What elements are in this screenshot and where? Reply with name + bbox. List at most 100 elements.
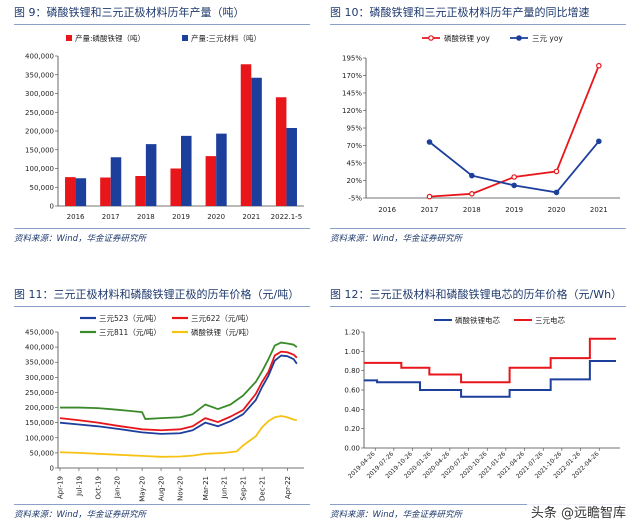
- y-tick-label: 0.60: [344, 387, 360, 395]
- title-divider: [14, 24, 310, 25]
- chart-panel-yoy: 图 10：磷酸铁锂和三元正极材料历年产量的同比增速 -5% 20% 45% 70% 95…: [330, 2, 626, 252]
- legend-label: 三元 yoy: [532, 34, 563, 43]
- watermark: 头条 @远瞻智库: [526, 501, 630, 522]
- chart-panel-production: 图 9：磷酸铁锂和三元正极材料历年产量（吨） 0 50,000 100,000 150…: [14, 2, 310, 252]
- point-ternary: [553, 189, 560, 196]
- chart-panel-cell-price: 图 12：三元正极材料和磷酸铁锂电芯的历年价格（元/Wh） 0.00 0.20 0.…: [330, 284, 626, 526]
- bar-lfp: [135, 176, 146, 206]
- y-tick-label: -5%: [348, 195, 362, 203]
- x-tick-label: May-20: [139, 476, 147, 502]
- x-tick-label: 2016: [67, 213, 85, 221]
- x-tick-label: 2016: [378, 206, 396, 214]
- source-note: 资料来源：Wind，华金证券研究所: [14, 510, 147, 520]
- y-tick-label: 95%: [346, 125, 362, 133]
- series-line-lfp: [59, 415, 298, 458]
- y-tick-label: 0.40: [344, 406, 360, 414]
- x-tick-label: 2020: [207, 213, 225, 221]
- point-lfp: [426, 193, 433, 200]
- y-tick-label: 120%: [342, 107, 362, 115]
- y-tick-label: 0.00: [344, 445, 360, 453]
- y-tick-label: 45%: [346, 160, 362, 168]
- y-tick-label: 300,000: [25, 90, 54, 98]
- x-tick-label: Mar-21: [202, 476, 210, 500]
- y-tick-label: 0.20: [344, 425, 360, 433]
- x-tick-label: Dec-21: [259, 476, 267, 501]
- x-tick-label: 2017: [421, 206, 439, 214]
- x-tick-label: Apr-22: [284, 476, 292, 499]
- point-ternary: [596, 138, 602, 145]
- series-line-lfp-cell: [364, 360, 616, 398]
- y-tick-label: 150,000: [25, 146, 54, 154]
- y-tick-label: 1.00: [344, 348, 360, 356]
- bar-lfp: [205, 156, 217, 206]
- legend-swatch: [66, 35, 72, 41]
- y-tick-label: 0: [50, 203, 54, 211]
- y-tick-label: 150,000: [25, 419, 54, 427]
- material-price-line-chart: 0 50,000 100,000 150,000 200,000 250,000 300,0…: [25, 313, 304, 502]
- x-tick-label: Nov-20: [177, 476, 185, 501]
- x-tick-label: Jul-19: [75, 476, 83, 497]
- legend-marker: [428, 35, 434, 41]
- y-tick-label: 70%: [346, 142, 362, 150]
- x-tick-label: Oct-19: [94, 476, 102, 500]
- source-note: 资料来源：Wind，华金证券研究所: [330, 510, 463, 520]
- y-tick-label: 250,000: [25, 109, 54, 117]
- bar-ternary: [251, 77, 262, 206]
- title-divider: [330, 306, 626, 307]
- x-tick-label: 2017: [102, 213, 120, 221]
- x-tick-label: 2018: [463, 206, 481, 214]
- y-tick-label: 100,000: [25, 165, 54, 173]
- legend-label: 产量:三元材料（吨）: [191, 33, 261, 43]
- y-tick-label: 200,000: [25, 404, 54, 412]
- y-tick-label: 1.20: [344, 329, 360, 337]
- legend-label: 三元622（元/吨）: [191, 313, 253, 323]
- bar-lfp: [100, 177, 111, 206]
- legend-marker: [516, 35, 522, 41]
- bar-lfp: [240, 64, 252, 206]
- y-tick-label: 300,000: [25, 374, 54, 382]
- legend-swatch: [182, 35, 188, 41]
- y-tick-label: 50,000: [30, 449, 55, 457]
- y-tick-label: 20%: [346, 177, 362, 185]
- legend-label: 磷酸铁锂（元/吨）: [191, 327, 254, 337]
- bar-ternary: [216, 133, 227, 206]
- y-tick-label: 400,000: [25, 344, 54, 352]
- cell-price-step-chart: 0.000.200.400.600.801.001.202019-04-2620…: [344, 315, 620, 480]
- x-tick-label: 2021: [242, 213, 260, 221]
- series-line-ternary-cell: [364, 337, 616, 384]
- legend-label: 三元523（元/吨）: [99, 313, 161, 323]
- bar-ternary: [286, 128, 297, 206]
- y-tick-label: 400,000: [25, 53, 54, 61]
- title-divider: [14, 306, 310, 307]
- source-divider: [14, 504, 310, 505]
- bar-ternary: [110, 157, 122, 206]
- series-line-523: [59, 354, 298, 435]
- source-note: 资料来源：Wind，华金证券研究所: [330, 234, 463, 244]
- point-ternary: [511, 182, 517, 189]
- x-tick-label: 2018: [137, 213, 155, 221]
- point-lfp: [553, 168, 560, 175]
- title-divider: [330, 24, 626, 25]
- x-tick-label: Jan-20: [113, 476, 121, 499]
- point-lfp: [469, 191, 475, 197]
- y-tick-label: 350,000: [25, 71, 54, 79]
- y-tick-label: 170%: [342, 72, 362, 80]
- y-tick-label: 195%: [342, 55, 362, 63]
- y-tick-label: 50,000: [30, 184, 55, 192]
- x-tick-label: Aug-20: [158, 476, 166, 501]
- y-tick-label: 250,000: [25, 389, 54, 397]
- legend-label: 磷酸铁锂电芯: [455, 315, 500, 325]
- legend-label: 三元811（元/吨）: [99, 327, 161, 337]
- x-tick-label: Jun-21: [221, 476, 229, 499]
- y-tick-label: 145%: [342, 90, 362, 98]
- x-tick-label: 2022.1-5: [271, 213, 302, 221]
- chart-title: 图 11：三元正极材料和磷酸铁锂正极的历年价格（元/吨）: [14, 288, 300, 301]
- y-tick-label: 350,000: [25, 359, 54, 367]
- x-tick-label: Apr-19: [57, 476, 65, 499]
- chart-panel-material-price: 图 11：三元正极材料和磷酸铁锂正极的历年价格（元/吨） 0 50,000 100,…: [14, 284, 310, 526]
- source-divider: [330, 504, 626, 505]
- source-divider: [330, 228, 626, 229]
- x-tick-label: 2020: [548, 206, 566, 214]
- point-lfp: [596, 62, 602, 69]
- bar-ternary: [145, 144, 157, 206]
